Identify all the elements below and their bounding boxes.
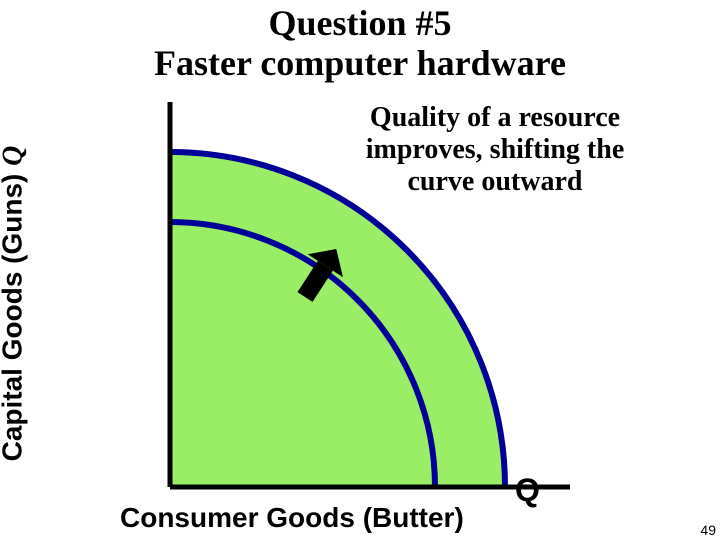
q-label: Q: [515, 472, 540, 509]
ppf-chart: Capital Goods (Guns) Q Consumer Goods (B…: [30, 92, 690, 512]
annotation-text: Quality of a resource improves, shifting…: [330, 102, 660, 199]
y-axis-q: Q: [0, 146, 28, 166]
page-title: Question #5: [0, 2, 720, 44]
page-subtitle: Faster computer hardware: [0, 42, 720, 84]
y-axis-text: Capital Goods (Guns): [0, 174, 27, 462]
y-axis-label: Capital Goods (Guns) Q: [0, 146, 29, 462]
page-number: 49: [700, 522, 716, 538]
x-axis-label: Consumer Goods (Butter): [120, 502, 464, 534]
